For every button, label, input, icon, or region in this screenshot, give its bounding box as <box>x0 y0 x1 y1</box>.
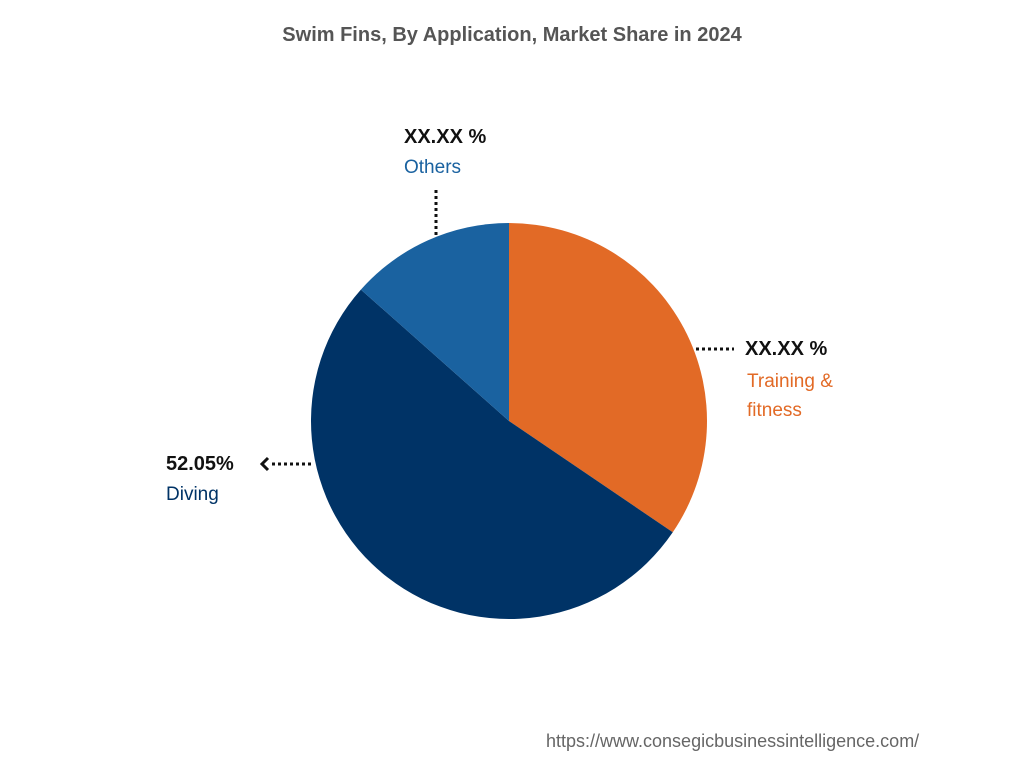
leader-arrowhead-diving <box>259 456 270 472</box>
others-name-label: Others <box>404 157 462 178</box>
pie-slice-training-fitness <box>509 223 707 533</box>
chart-title: Swim Fins, By Application, Market Share … <box>282 24 742 46</box>
others-value-label: XX.XX % <box>404 126 487 148</box>
pie-slice-others <box>360 223 509 421</box>
source-url[interactable]: https://www.consegicbusinessintelligence… <box>546 731 920 751</box>
training-name-line2: fitness <box>747 400 802 421</box>
diving-value-label: 52.05% <box>166 453 234 475</box>
training-name-line1: Training & <box>747 371 833 392</box>
diving-name-label: Diving <box>166 484 219 505</box>
pie-slice-diving <box>310 289 673 620</box>
training-name-label: Training & fitness <box>747 367 833 425</box>
training-value-label: XX.XX % <box>745 338 828 360</box>
